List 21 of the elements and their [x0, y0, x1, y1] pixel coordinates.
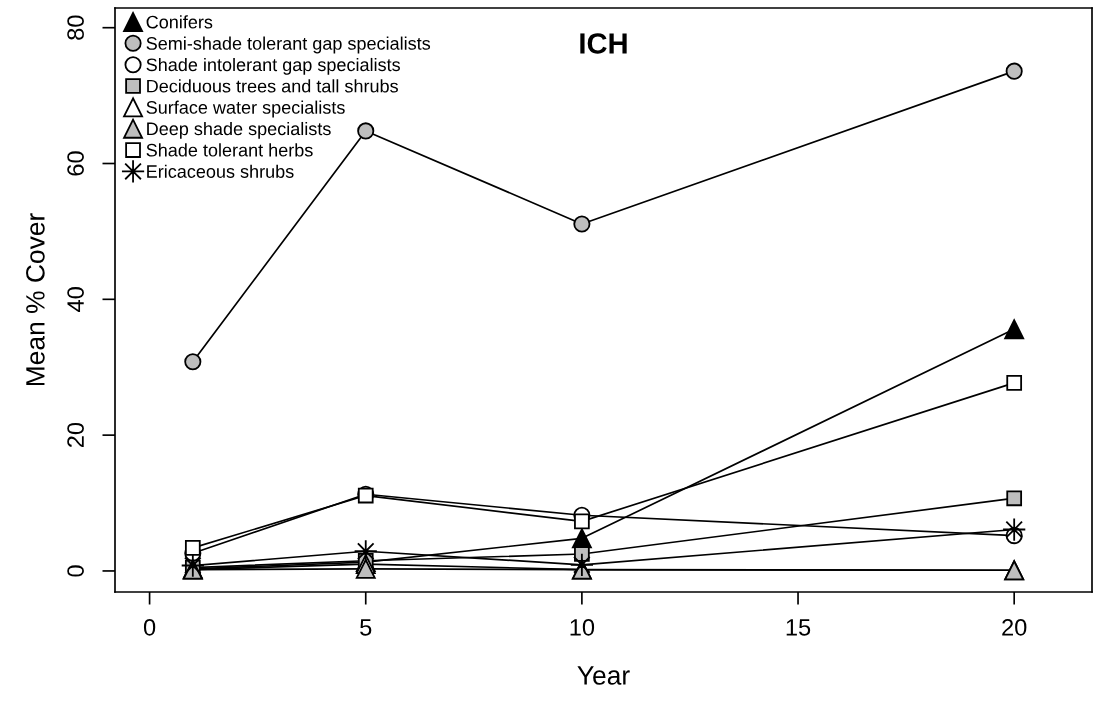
legend-label: Semi-shade tolerant gap specialists — [146, 36, 431, 54]
legend-label: Ericaceous shrubs — [147, 164, 294, 178]
y-tick-label: 0 — [67, 565, 84, 577]
y-tick-label: 20 — [67, 422, 84, 448]
legend-label: Surface water specialists — [146, 100, 345, 118]
y-tick-label: 40 — [67, 287, 84, 312]
x-tick-label: 5 — [360, 619, 372, 636]
legend-label: Deep shade specialists — [147, 121, 331, 139]
x-tick-label: 15 — [786, 619, 811, 636]
x-axis-title: Year — [577, 666, 630, 685]
text: ICH — [580, 33, 627, 54]
y-tick-label: 60 — [67, 151, 84, 176]
x-tick-label: 0 — [143, 619, 156, 636]
y-axis-title: Mean % Cover — [26, 213, 45, 386]
legend-label: Deciduous trees and tall shrubs — [147, 79, 398, 93]
legend-label: Conifers — [146, 15, 213, 29]
y-tick-label: 80 — [67, 15, 84, 40]
legend-label: Shade intolerant gap specialists — [146, 57, 400, 75]
x-tick-label: 10 — [570, 619, 595, 636]
x-tick-label: 20 — [1002, 619, 1027, 636]
legend-label: Shade tolerant herbs — [146, 143, 313, 157]
